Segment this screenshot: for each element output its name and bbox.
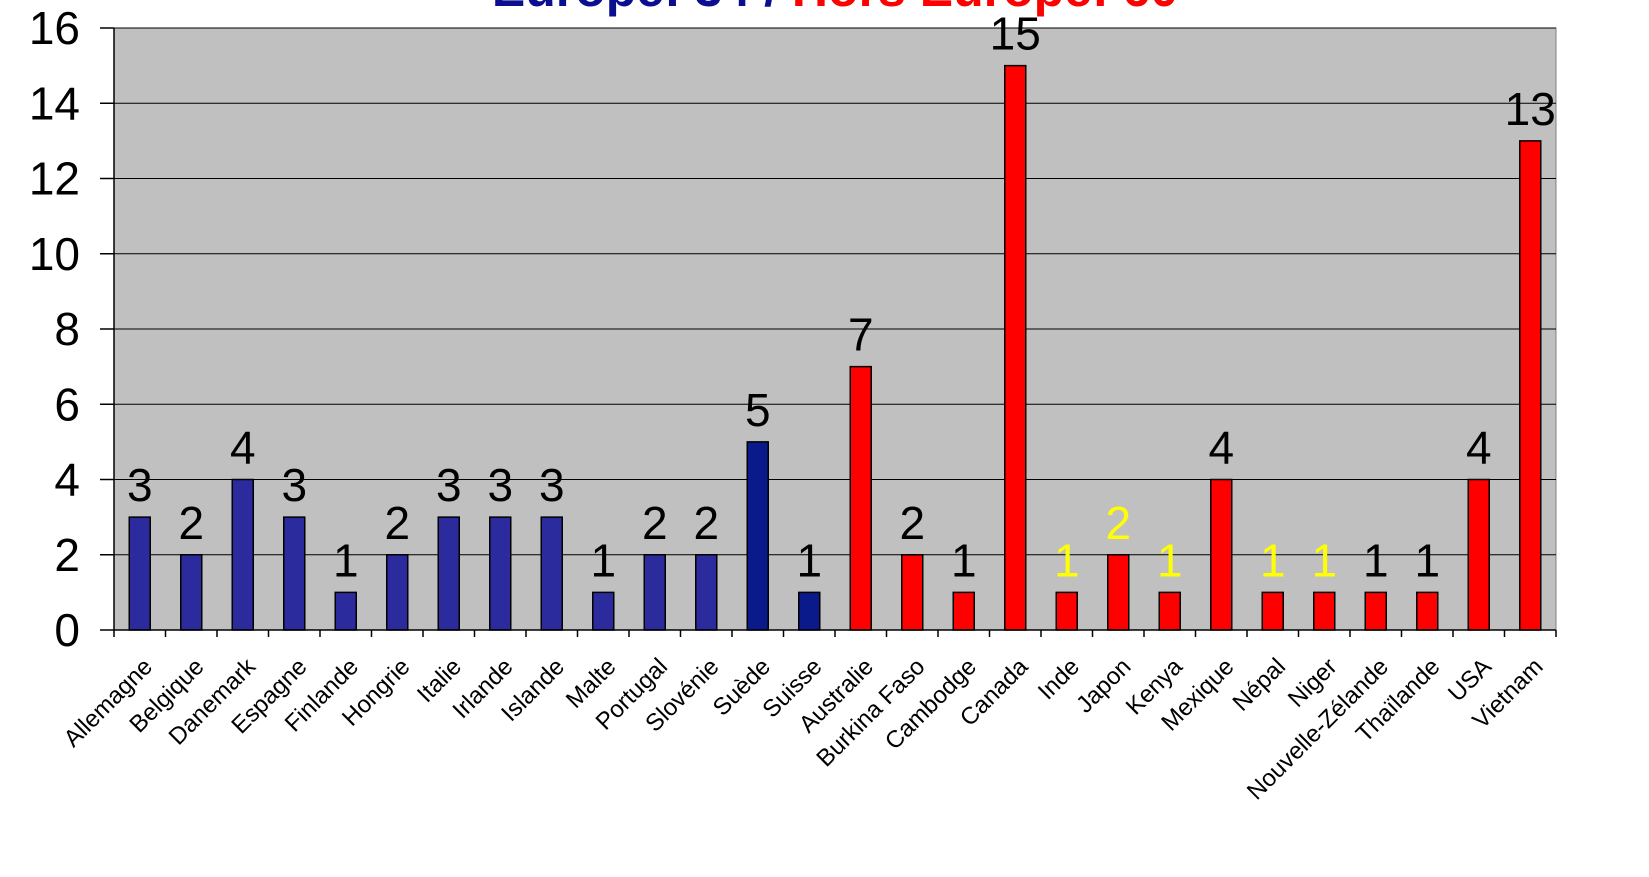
- bar: [1364, 591, 1387, 631]
- data-label: 7: [848, 309, 874, 361]
- data-label: 2: [642, 497, 668, 549]
- data-label: 3: [539, 459, 565, 511]
- bar: [283, 516, 306, 631]
- bar: [334, 591, 357, 631]
- data-label: 2: [693, 497, 719, 549]
- bars: [128, 64, 1542, 631]
- data-label: 1: [1260, 534, 1286, 586]
- bar: [1519, 140, 1542, 631]
- bar: [1055, 591, 1078, 631]
- y-tick-label: 10: [29, 228, 80, 280]
- data-label: 3: [487, 459, 513, 511]
- data-label: 3: [281, 459, 307, 511]
- bar: [1313, 591, 1336, 631]
- bar: [1158, 591, 1181, 631]
- data-label: 13: [1505, 83, 1556, 135]
- gridlines: [114, 27, 1556, 556]
- bar: [695, 554, 718, 631]
- data-label: 1: [1363, 534, 1389, 586]
- y-tick-label: 12: [29, 153, 80, 205]
- data-label: 1: [1311, 534, 1337, 586]
- bar: [1004, 64, 1027, 631]
- bar: [746, 441, 769, 631]
- data-label: 4: [1466, 422, 1492, 474]
- bar: [798, 591, 821, 631]
- data-label: 1: [951, 534, 977, 586]
- x-axis: AllemagneBelgiqueDanemarkEspagneFinlande…: [59, 629, 1557, 805]
- data-label: 1: [1157, 534, 1183, 586]
- bar: [1210, 478, 1233, 631]
- bar: [849, 365, 872, 631]
- bar: [952, 591, 975, 631]
- data-label: 2: [1105, 497, 1131, 549]
- data-label: 3: [127, 459, 153, 511]
- data-label: 5: [745, 384, 771, 436]
- y-tick-label: 2: [54, 529, 80, 581]
- bar: [489, 516, 512, 631]
- y-axis: 0 2 4 6 8 10 12 14 16: [29, 2, 115, 656]
- data-label: 1: [590, 534, 616, 586]
- bar: [901, 554, 924, 631]
- data-label: 4: [230, 422, 256, 474]
- y-tick-label: 16: [29, 2, 80, 54]
- bar: [540, 516, 563, 631]
- bar: [437, 516, 460, 631]
- y-tick-label: 6: [54, 378, 80, 430]
- y-tick-label: 8: [54, 303, 80, 355]
- bar: [231, 478, 254, 631]
- data-label: 1: [1054, 534, 1080, 586]
- bar: [128, 516, 151, 631]
- chart-title-part-0: Europe: 34 /: [492, 0, 792, 17]
- bar: [643, 554, 666, 631]
- data-label: 2: [384, 497, 410, 549]
- y-tick-label: 0: [54, 604, 80, 656]
- bar: [1107, 554, 1130, 631]
- data-label: 1: [1414, 534, 1440, 586]
- data-label: 1: [796, 534, 822, 586]
- bar: [180, 554, 203, 631]
- bar: [592, 591, 615, 631]
- chart-title-part-1: Hors Europe: 60: [792, 0, 1178, 17]
- data-label: 3: [436, 459, 462, 511]
- bar: [386, 554, 409, 631]
- y-tick-label: 4: [54, 454, 80, 506]
- chart-title: Europe: 34 / Hors Europe: 60: [492, 0, 1178, 17]
- data-label: 2: [178, 497, 204, 549]
- bar: [1467, 478, 1490, 631]
- data-label: 4: [1208, 422, 1234, 474]
- x-tick-label: Népal: [1228, 653, 1291, 716]
- y-tick-label: 14: [29, 77, 80, 129]
- x-tick-label: Japon: [1071, 653, 1136, 718]
- data-label: 2: [899, 497, 925, 549]
- data-label: 15: [990, 8, 1041, 60]
- bar: [1261, 591, 1284, 631]
- data-label: 1: [333, 534, 359, 586]
- bar: [1416, 591, 1439, 631]
